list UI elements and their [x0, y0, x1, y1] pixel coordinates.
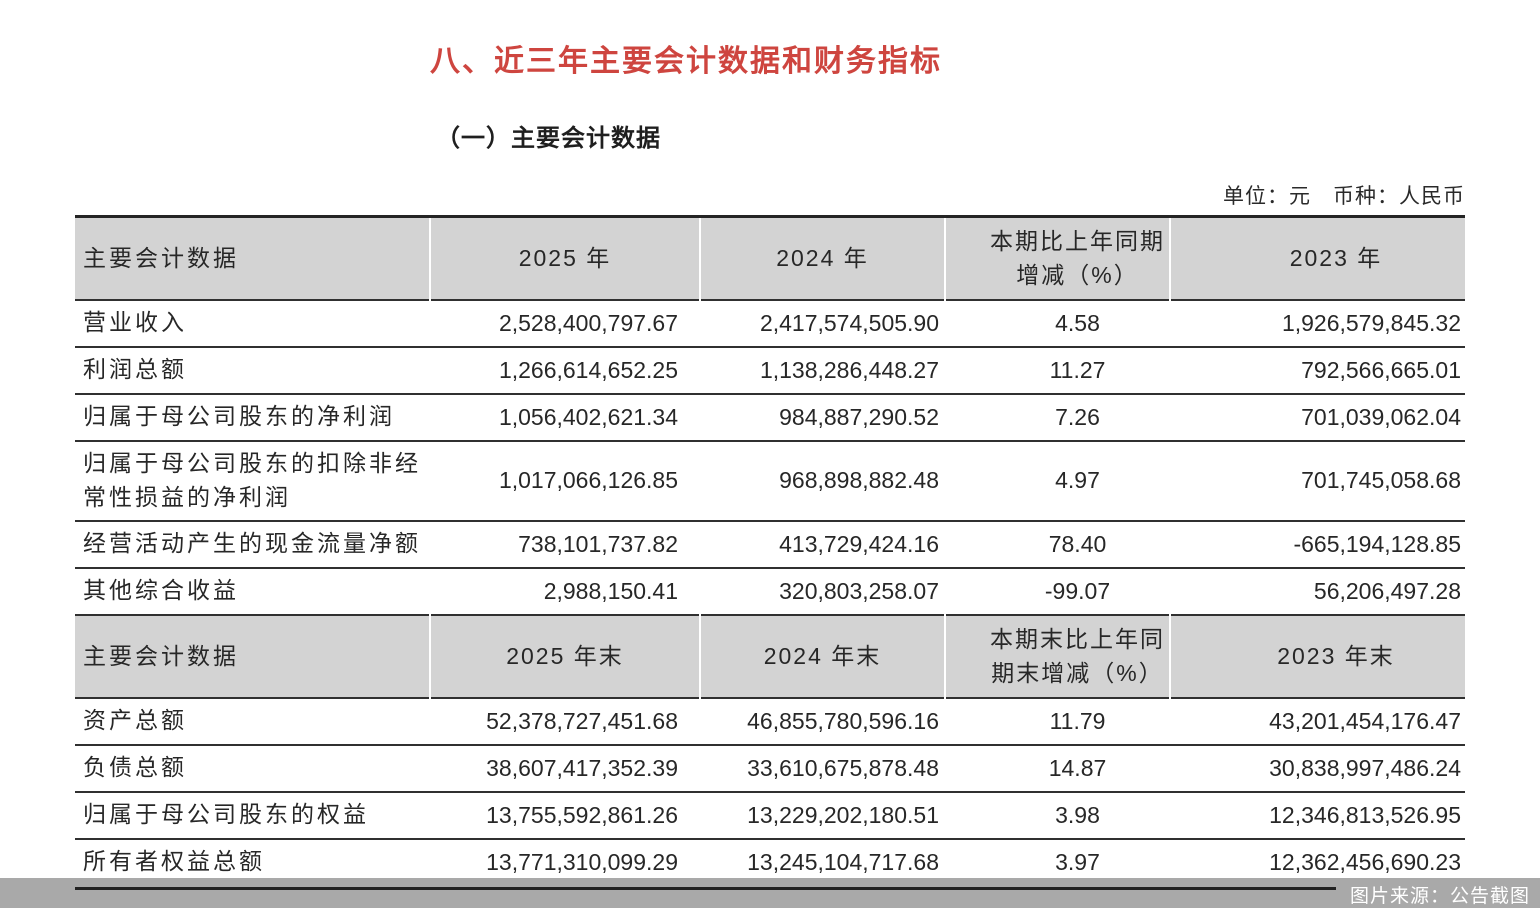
- subsection-title: （一）主要会计数据: [436, 125, 661, 152]
- cell-value: 413,729,424.16: [779, 530, 939, 557]
- column-header: 主要会计数据: [83, 642, 239, 669]
- cell-value: 13,229,202,180.51: [747, 801, 939, 828]
- unit-currency-note: 单位：元 币种：人民币: [1223, 185, 1465, 208]
- cell-value: 52,378,727,451.68: [486, 707, 678, 734]
- table-row: 归属于母公司股东的权益 13,755,592,861.26 13,229,202,1…: [75, 792, 1465, 839]
- cell-value: 738,101,737.82: [518, 530, 678, 557]
- cell-value: 968,898,882.48: [779, 467, 939, 493]
- cell-value: 2,988,150.41: [543, 577, 678, 604]
- table-row: 负债总额 38,607,417,352.39 33,610,675,878.48 14…: [75, 745, 1465, 792]
- column-header: 2025 年末: [429, 614, 700, 698]
- cell-value: 4.58: [1055, 309, 1100, 336]
- column-header: 本期比上年同期 增减（%）: [944, 216, 1170, 300]
- cell-value: 46,855,780,596.16: [747, 707, 939, 734]
- cell-value: 13,755,592,861.26: [486, 801, 678, 828]
- page-title: 八、近三年主要会计数据和财务指标: [430, 45, 942, 78]
- image-source-label: 图片来源：公告截图: [1335, 881, 1530, 908]
- row-label: 归属于母公司股东的权益: [83, 801, 369, 828]
- cell-value: -665,194,128.85: [1293, 530, 1461, 557]
- cell-value: 1,017,066,126.85: [498, 467, 678, 493]
- table-row: 经营活动产生的现金流量净额 738,101,737.82 413,729,424.1…: [75, 521, 1465, 568]
- cell-value: 11.27: [1049, 356, 1106, 383]
- column-header: 2023 年: [1169, 216, 1465, 300]
- table-row: 所有者权益总额 13,771,310,099.29 13,245,104,717.6…: [75, 839, 1465, 886]
- column-header: 2023 年末: [1169, 614, 1465, 698]
- row-label: 其他综合收益: [83, 577, 239, 604]
- cell-value: 4.97: [1055, 467, 1100, 493]
- cell-value: 7.26: [1055, 403, 1100, 430]
- table-row: 营业收入 2,528,400,797.67 2,417,574,505.90 4.58…: [75, 300, 1465, 347]
- cell-value: 3.97: [1055, 848, 1100, 875]
- cell-value: 33,610,675,878.48: [747, 754, 939, 781]
- table-header-row: 主要会计数据 2025 年 2024 年本期比上年同期 增减（%） 2023 年: [75, 216, 1465, 300]
- column-header: 2024 年: [699, 216, 945, 300]
- cell-value: 2,417,574,505.90: [759, 309, 939, 336]
- row-label: 所有者权益总额: [83, 848, 265, 875]
- row-label: 负债总额: [83, 754, 187, 781]
- row-label: 营业收入: [83, 309, 187, 336]
- table-row: 利润总额 1,266,614,652.25 1,138,286,448.27 11.2…: [75, 347, 1465, 394]
- cell-value: 984,887,290.52: [779, 403, 939, 430]
- cell-value: 12,362,456,690.23: [1269, 848, 1461, 875]
- table-header-row: 主要会计数据 2025 年末 2024 年末 本期末比上年同 期末增减（%） 2023 …: [75, 614, 1465, 698]
- cell-value: 38,607,417,352.39: [486, 754, 678, 781]
- source-strip: 图片来源：公告截图: [0, 878, 1540, 908]
- table-row: 资产总额 52,378,727,451.68 46,855,780,596.16 11…: [75, 698, 1465, 745]
- cell-value: 701,039,062.04: [1301, 403, 1461, 430]
- table-bottom-border: [75, 887, 1465, 890]
- column-header: 主要会计数据: [83, 245, 239, 271]
- row-label: 利润总额: [83, 356, 187, 383]
- cell-value: 11.79: [1049, 707, 1106, 734]
- cell-value: 13,771,310,099.29: [486, 848, 678, 875]
- cell-value: 12,346,813,526.95: [1269, 801, 1461, 828]
- cell-value: -99.07: [1044, 577, 1111, 604]
- cell-value: 1,926,579,845.32: [1281, 309, 1461, 336]
- cell-value: 13,245,104,717.68: [747, 848, 939, 875]
- cell-value: 701,745,058.68: [1301, 467, 1461, 493]
- cell-value: 320,803,258.07: [779, 577, 939, 604]
- cell-value: 2,528,400,797.67: [498, 309, 678, 336]
- column-header: 2024 年末: [699, 614, 945, 698]
- column-header: 本期末比上年同 期末增减（%）: [944, 614, 1170, 698]
- cell-value: 78.40: [1048, 530, 1107, 557]
- table-row: 归属于母公司股东的净利润 1,056,402,621.34 984,887,290.…: [75, 394, 1465, 441]
- cell-value: 1,266,614,652.25: [498, 356, 678, 383]
- table-row: 归属于母公司股东的扣除非经常性损益的净利润 1,017,066,126.85 968…: [75, 441, 1465, 521]
- cell-value: 1,138,286,448.27: [759, 356, 939, 383]
- cell-value: 792,566,665.01: [1301, 356, 1461, 383]
- row-label: 归属于母公司股东的净利润: [83, 403, 395, 430]
- row-label: 归属于母公司股东的扣除非经常性损益的净利润: [83, 450, 421, 510]
- cell-value: 43,201,454,176.47: [1269, 707, 1461, 734]
- column-header: 2025 年: [429, 216, 700, 300]
- cell-value: 30,838,997,486.24: [1269, 754, 1461, 781]
- cell-value: 56,206,497.28: [1313, 577, 1461, 604]
- cell-value: 3.98: [1055, 801, 1100, 828]
- cell-value: 1,056,402,621.34: [498, 403, 678, 430]
- financial-table: 主要会计数据 2025 年 2024 年本期比上年同期 增减（%） 2023 年营业收…: [75, 215, 1465, 887]
- row-label: 资产总额: [83, 707, 187, 734]
- cell-value: 14.87: [1048, 754, 1107, 781]
- table-row: 其他综合收益 2,988,150.41 320,803,258.07 -99.07 56…: [75, 568, 1465, 615]
- row-label: 经营活动产生的现金流量净额: [83, 530, 421, 557]
